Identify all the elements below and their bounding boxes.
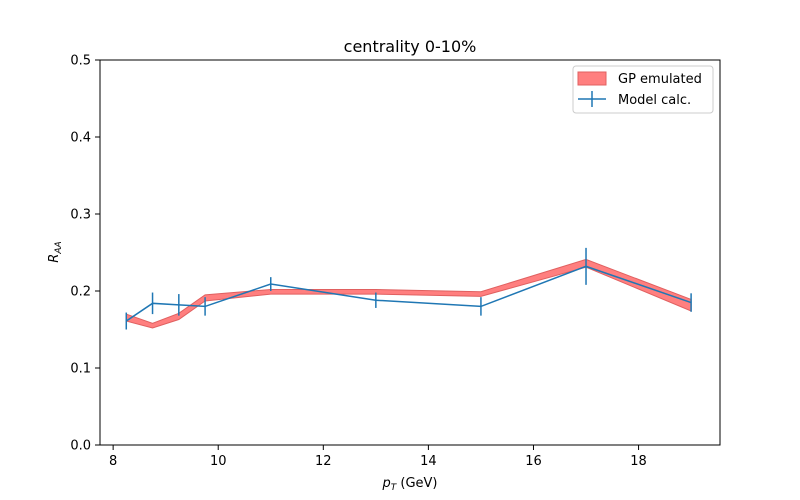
- x-axis-label-main: p: [381, 476, 390, 491]
- x-tick-label: 8: [109, 454, 117, 469]
- y-tick-label: 0.1: [70, 362, 91, 377]
- x-tick-label: 12: [315, 454, 332, 469]
- model-calc-layer: [125, 247, 692, 330]
- legend-box: [572, 65, 714, 114]
- legend-gp-emulated-label: GP emulated: [618, 72, 702, 87]
- legend: GP emulated Model calc.: [572, 65, 714, 114]
- y-axis-label: RAA: [47, 241, 64, 262]
- x-axis-label: pT (GeV): [381, 476, 437, 493]
- y-axis-label-sub: AA: [54, 241, 64, 254]
- y-tick-label: 0.4: [70, 131, 91, 146]
- gp-emulated-band-layer: [125, 258, 692, 329]
- legend-model-calc-label: Model calc.: [618, 93, 691, 108]
- x-tick-label: 18: [630, 454, 647, 469]
- x-tick-label: 10: [210, 454, 227, 469]
- gp-emulated-band: [125, 258, 692, 329]
- y-tick-label: 0.0: [70, 439, 91, 454]
- x-axis-label-unit: (GeV): [396, 476, 437, 491]
- y-axis-label-main: R: [47, 254, 62, 263]
- plot-frame: [99, 59, 721, 446]
- y-axis-ticks: 0.0 0.1 0.2 0.3 0.4 0.5: [70, 54, 100, 454]
- x-tick-label: 16: [525, 454, 542, 469]
- x-axis-label-sub: T: [391, 483, 398, 493]
- x-tick-label: 14: [420, 454, 437, 469]
- chart-title: centrality 0-10%: [344, 37, 477, 56]
- y-tick-label: 0.2: [70, 285, 91, 300]
- x-axis-ticks: 8 10 12 14 16 18: [109, 445, 647, 469]
- legend-gp-emulated-swatch: [577, 71, 607, 86]
- y-tick-label: 0.5: [70, 54, 91, 69]
- y-tick-label: 0.3: [70, 208, 91, 223]
